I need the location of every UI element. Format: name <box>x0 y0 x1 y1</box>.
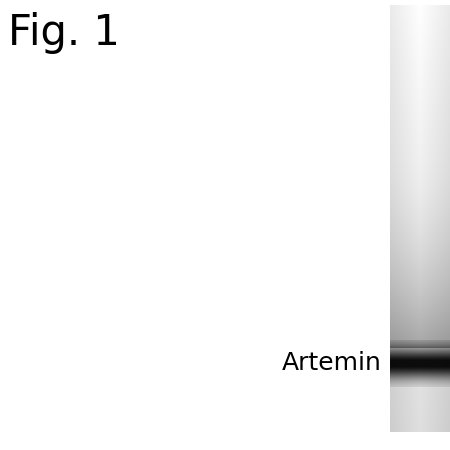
Text: Fig. 1: Fig. 1 <box>8 12 120 54</box>
Text: Artemin: Artemin <box>282 351 382 375</box>
